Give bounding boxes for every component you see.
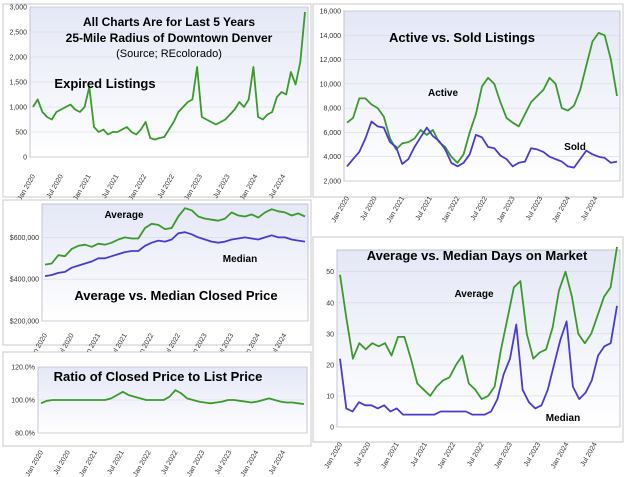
dom-series-average — [339, 246, 618, 400]
dom-title: Average vs. Median Days on Market — [367, 248, 588, 263]
ratio-xtick-label: Jul 2024 — [268, 449, 287, 476]
dom-xtick-label: Jan 2022 — [437, 441, 458, 470]
active_sold-ytick-label: 10,000 — [320, 81, 342, 88]
active_sold-ytick-label: 16,000 — [320, 9, 342, 16]
active_sold-series-label: Sold — [564, 142, 586, 153]
active_sold-title: Active vs. Sold Listings — [389, 30, 535, 45]
ratio-xtick-label: Jul 2021 — [106, 449, 125, 476]
ratio-xtick-label: Jan 2021 — [78, 449, 99, 477]
expired-ytick-label: 1,000 — [9, 105, 27, 112]
dom-xtick-label: Jan 2021 — [380, 441, 401, 470]
dom-series-label: Average — [454, 289, 494, 300]
ratio-xtick-label: Jan 2022 — [132, 449, 153, 477]
expired-ytick-label: 2,500 — [9, 30, 27, 37]
closed_price-ytick-label: $200,000 — [10, 319, 39, 326]
active_sold-series-label: Active — [428, 88, 458, 99]
active_sold-xtick-label: Jul 2023 — [525, 195, 544, 222]
closed_price-ytick-label: $400,000 — [10, 277, 39, 284]
closed_price-series-median — [44, 231, 306, 277]
ratio-xtick-label: Jul 2023 — [214, 449, 233, 476]
active_sold-ytick-label: 14,000 — [320, 33, 342, 40]
dom-xtick-label: Jan 2020 — [324, 441, 345, 470]
dom-xtick-label: Jul 2024 — [580, 441, 599, 468]
active_sold-xtick-label: Jan 2022 — [441, 195, 462, 224]
active_sold-ytick-label: 2,000 — [323, 179, 341, 186]
active_sold-xtick-label: Jul 2024 — [580, 195, 599, 222]
dom-ytick-label: 0 — [330, 425, 334, 432]
dom-series-median — [339, 305, 618, 416]
closed_price-series-label: Median — [223, 254, 257, 265]
dom-plot-area — [336, 249, 621, 428]
dom-xtick-label: Jul 2022 — [466, 441, 485, 468]
active_sold-plot-area — [343, 10, 621, 182]
active_sold-ytick-label: 8,000 — [323, 106, 341, 113]
active_sold-xtick-label: Jan 2024 — [551, 195, 572, 224]
dom-ytick-label: 10 — [326, 393, 334, 400]
active_sold-ytick-label: 4,000 — [323, 154, 341, 161]
active_sold-xtick-label: Jul 2022 — [470, 195, 489, 222]
active_sold-ytick-label: 6,000 — [323, 130, 341, 137]
dom-xtick-label: Jul 2023 — [523, 441, 542, 468]
dom-ytick-label: 50 — [326, 269, 334, 276]
active_sold-xtick-label: Jul 2021 — [415, 195, 434, 222]
dom-xtick-label: Jul 2020 — [353, 441, 372, 468]
dom-xtick-label: Jan 2023 — [493, 441, 514, 470]
header-line-3: (Source; REcolorado) — [116, 48, 222, 60]
closed_price-series-label: Average — [104, 210, 144, 221]
header-text: All Charts Are for Last 5 Years 25-Mile … — [66, 15, 273, 60]
active_sold-ytick-label: 12,000 — [320, 57, 342, 64]
header-line-2: 25-Mile Radius of Downtown Denver — [66, 31, 273, 45]
active_sold-series-active — [346, 32, 618, 164]
active_sold-xtick-label: Jul 2020 — [359, 195, 378, 222]
active_sold-chart: 16,000 14,000 12,000 10,000 8,000 6,000 4,000 2… — [312, 3, 624, 224]
dom-ytick-label: 40 — [326, 300, 334, 307]
ratio-xtick-label: Jan 2023 — [186, 449, 207, 477]
expired-ytick-label: 1,500 — [9, 80, 27, 87]
closed_price-title: Average vs. Median Closed Price — [74, 288, 277, 303]
dom-xtick-label: Jul 2021 — [410, 441, 429, 468]
expired-ytick-label: 3,000 — [9, 5, 27, 12]
closed_price-ytick-label: $600,000 — [10, 235, 39, 242]
dom-chart: 50 40 30 20 10 0 Jan 2020 Jul 2020 Jan 2021 Jul 2… — [312, 236, 624, 470]
dom-ytick-label: 20 — [326, 362, 334, 369]
active_sold-xtick-label: Jan 2020 — [331, 195, 352, 224]
dom-ytick-label: 30 — [326, 331, 334, 338]
dom-xtick-label: Jan 2024 — [550, 441, 571, 470]
ratio-xtick-label: Jul 2020 — [53, 449, 72, 476]
active_sold-xtick-label: Jan 2023 — [496, 195, 517, 224]
active_sold-series-sold — [346, 120, 618, 169]
expired-ytick-label: 2,000 — [9, 55, 27, 62]
ratio-ytick-label: 120.0% — [11, 365, 35, 372]
closed_price-series-average — [44, 207, 306, 266]
active_sold-xtick-label: Jan 2021 — [386, 195, 407, 224]
dom-series-label: Median — [546, 413, 580, 424]
header-line-1: All Charts Are for Last 5 Years — [83, 15, 255, 29]
ratio-ytick-label: 100.0% — [11, 398, 35, 405]
expired-series-line — [32, 11, 306, 141]
ratio-title: Ratio of Closed Price to List Price — [54, 369, 263, 384]
expired-title: Expired Listings — [54, 76, 155, 91]
expired-ytick-label: 500 — [15, 130, 27, 137]
ratio-xtick-label: Jan 2020 — [25, 449, 46, 477]
ratio-xtick-label: Jan 2024 — [240, 449, 261, 477]
ratio-series-line — [40, 389, 305, 405]
ratio-chart: 120.0% 100.0% 80.0% Jan 2020 Jul 2020 Jan 202… — [2, 351, 312, 477]
expired-ytick-label: 0 — [23, 155, 27, 162]
ratio-ytick-label: 80.0% — [15, 431, 35, 438]
ratio-xtick-label: Jul 2022 — [160, 449, 179, 476]
